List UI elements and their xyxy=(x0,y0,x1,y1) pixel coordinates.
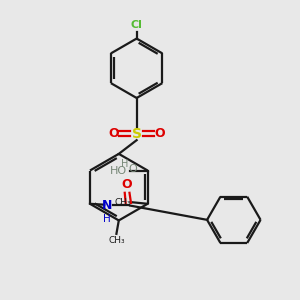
Text: S: S xyxy=(132,127,142,141)
Text: CH₃: CH₃ xyxy=(108,236,125,245)
Text: O: O xyxy=(154,127,165,140)
Text: HO: HO xyxy=(110,166,127,176)
Text: O: O xyxy=(122,178,132,191)
Text: CH₃: CH₃ xyxy=(115,198,131,207)
Text: H: H xyxy=(121,159,128,169)
Text: O: O xyxy=(108,127,119,140)
Text: H: H xyxy=(103,214,111,224)
Text: O: O xyxy=(128,164,137,174)
Text: N: N xyxy=(102,199,112,212)
Text: Cl: Cl xyxy=(131,20,142,30)
